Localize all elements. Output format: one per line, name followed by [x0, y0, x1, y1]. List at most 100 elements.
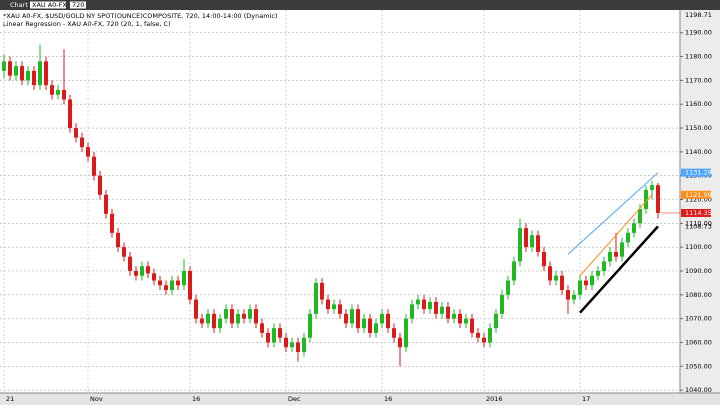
y-tick-label: 1160.00: [685, 100, 712, 108]
candle-body: [572, 294, 576, 300]
candle-body: [62, 89, 66, 100]
candle-body: [248, 309, 252, 319]
candle-body: [410, 304, 414, 319]
candle-body: [338, 304, 342, 314]
candle-body: [110, 213, 114, 233]
candle-body: [374, 323, 378, 333]
candle-body: [530, 235, 534, 248]
candle-body: [536, 235, 540, 252]
candle-body: [128, 256, 132, 271]
regression-line: [579, 225, 659, 314]
symbol-box[interactable]: [30, 1, 66, 9]
candle-body: [68, 99, 72, 129]
candle-body: [416, 299, 420, 305]
candle-body: [470, 318, 474, 333]
y-limit-label: 1198.71: [685, 11, 712, 19]
candle-body: [590, 275, 594, 286]
candle-body: [236, 313, 240, 324]
candle-body: [32, 70, 36, 86]
candle-body: [164, 285, 168, 291]
candle-body: [92, 156, 96, 176]
regression-line: [579, 194, 653, 277]
candle-body: [8, 61, 12, 76]
toolbar: [0, 0, 720, 10]
y-tick-label: 1120.00: [685, 196, 712, 204]
candle-body: [182, 270, 186, 286]
y-tick-label: 1050.00: [685, 362, 712, 370]
x-tick-label: Nov: [90, 395, 103, 403]
candle-body: [392, 328, 396, 338]
x-tick-label: 21: [6, 395, 14, 403]
candle-body: [2, 61, 6, 71]
candle-body: [116, 232, 120, 248]
candle-body: [176, 280, 180, 286]
candle-body: [650, 185, 654, 190]
price-tag-label: 1114.35: [685, 209, 712, 217]
candle-body: [272, 328, 276, 343]
y-tick-label: 1190.00: [685, 29, 712, 37]
candle-body: [320, 282, 324, 300]
y-tick-label: 1100.00: [685, 243, 712, 251]
candle-body: [542, 251, 546, 267]
candle-body: [332, 304, 336, 310]
candle-body: [638, 209, 642, 224]
x-tick-label: Dec: [288, 395, 301, 403]
candle-body: [440, 306, 444, 314]
candle-body: [524, 228, 528, 248]
candle-body: [500, 294, 504, 314]
candle-body: [512, 261, 516, 281]
candle-body: [422, 299, 426, 310]
candle-body: [554, 275, 558, 281]
candle-body: [584, 280, 588, 286]
candle-body: [614, 251, 618, 257]
candle-body: [626, 232, 630, 243]
candle-body: [140, 266, 144, 276]
x-tick-label: 2016: [486, 395, 503, 403]
interval[interactable]: 720: [72, 1, 84, 9]
candle-body: [212, 313, 216, 329]
symbol[interactable]: XAU A0-FX: [32, 1, 67, 9]
candle-body: [398, 337, 402, 348]
candle-body: [458, 313, 462, 324]
x-tick-label: 16: [192, 395, 200, 403]
candle-body: [74, 128, 78, 138]
candle-body: [560, 275, 564, 291]
candle-body: [428, 301, 432, 310]
interval-box[interactable]: [70, 1, 86, 9]
y-tick-label: 1110.00: [685, 219, 712, 227]
candle-body: [188, 270, 192, 300]
candle-body: [98, 175, 102, 195]
candle-body: [656, 185, 660, 213]
y-tick-label: 1140.00: [685, 148, 712, 156]
candle-body: [488, 328, 492, 343]
candle-body: [134, 270, 138, 276]
price-tag: [681, 168, 711, 177]
price-tag-label: 1108.73: [685, 222, 712, 230]
price-axis: [680, 10, 720, 393]
candle-body: [476, 332, 480, 338]
candle-body: [44, 61, 48, 86]
y-tick-label: 1180.00: [685, 53, 712, 61]
y-tick-label: 1060.00: [685, 338, 712, 346]
candle-body: [386, 313, 390, 329]
y-tick-label: 1170.00: [685, 76, 712, 84]
y-tick-label: 1040.00: [685, 386, 712, 394]
candle-body: [170, 280, 174, 291]
candle-body: [302, 337, 306, 352]
candle-body: [104, 194, 108, 214]
candle-body: [242, 313, 246, 319]
candle-body: [644, 189, 648, 210]
candle-body: [278, 328, 282, 338]
x-tick-label: 17: [582, 395, 590, 403]
candle-body: [56, 89, 60, 95]
candle-body: [620, 242, 624, 257]
x-tick-label: 16: [384, 395, 392, 403]
candle-body: [506, 280, 510, 295]
candle-body: [50, 85, 54, 95]
candle-body: [350, 309, 354, 324]
chart-title: *XAU A0-FX, $USD/GOLD NY SPOT(OUNCE)COMP…: [3, 12, 277, 20]
time-axis: [0, 393, 720, 405]
price-tag-label: 1131.28: [685, 169, 712, 177]
candle-body: [266, 332, 270, 343]
